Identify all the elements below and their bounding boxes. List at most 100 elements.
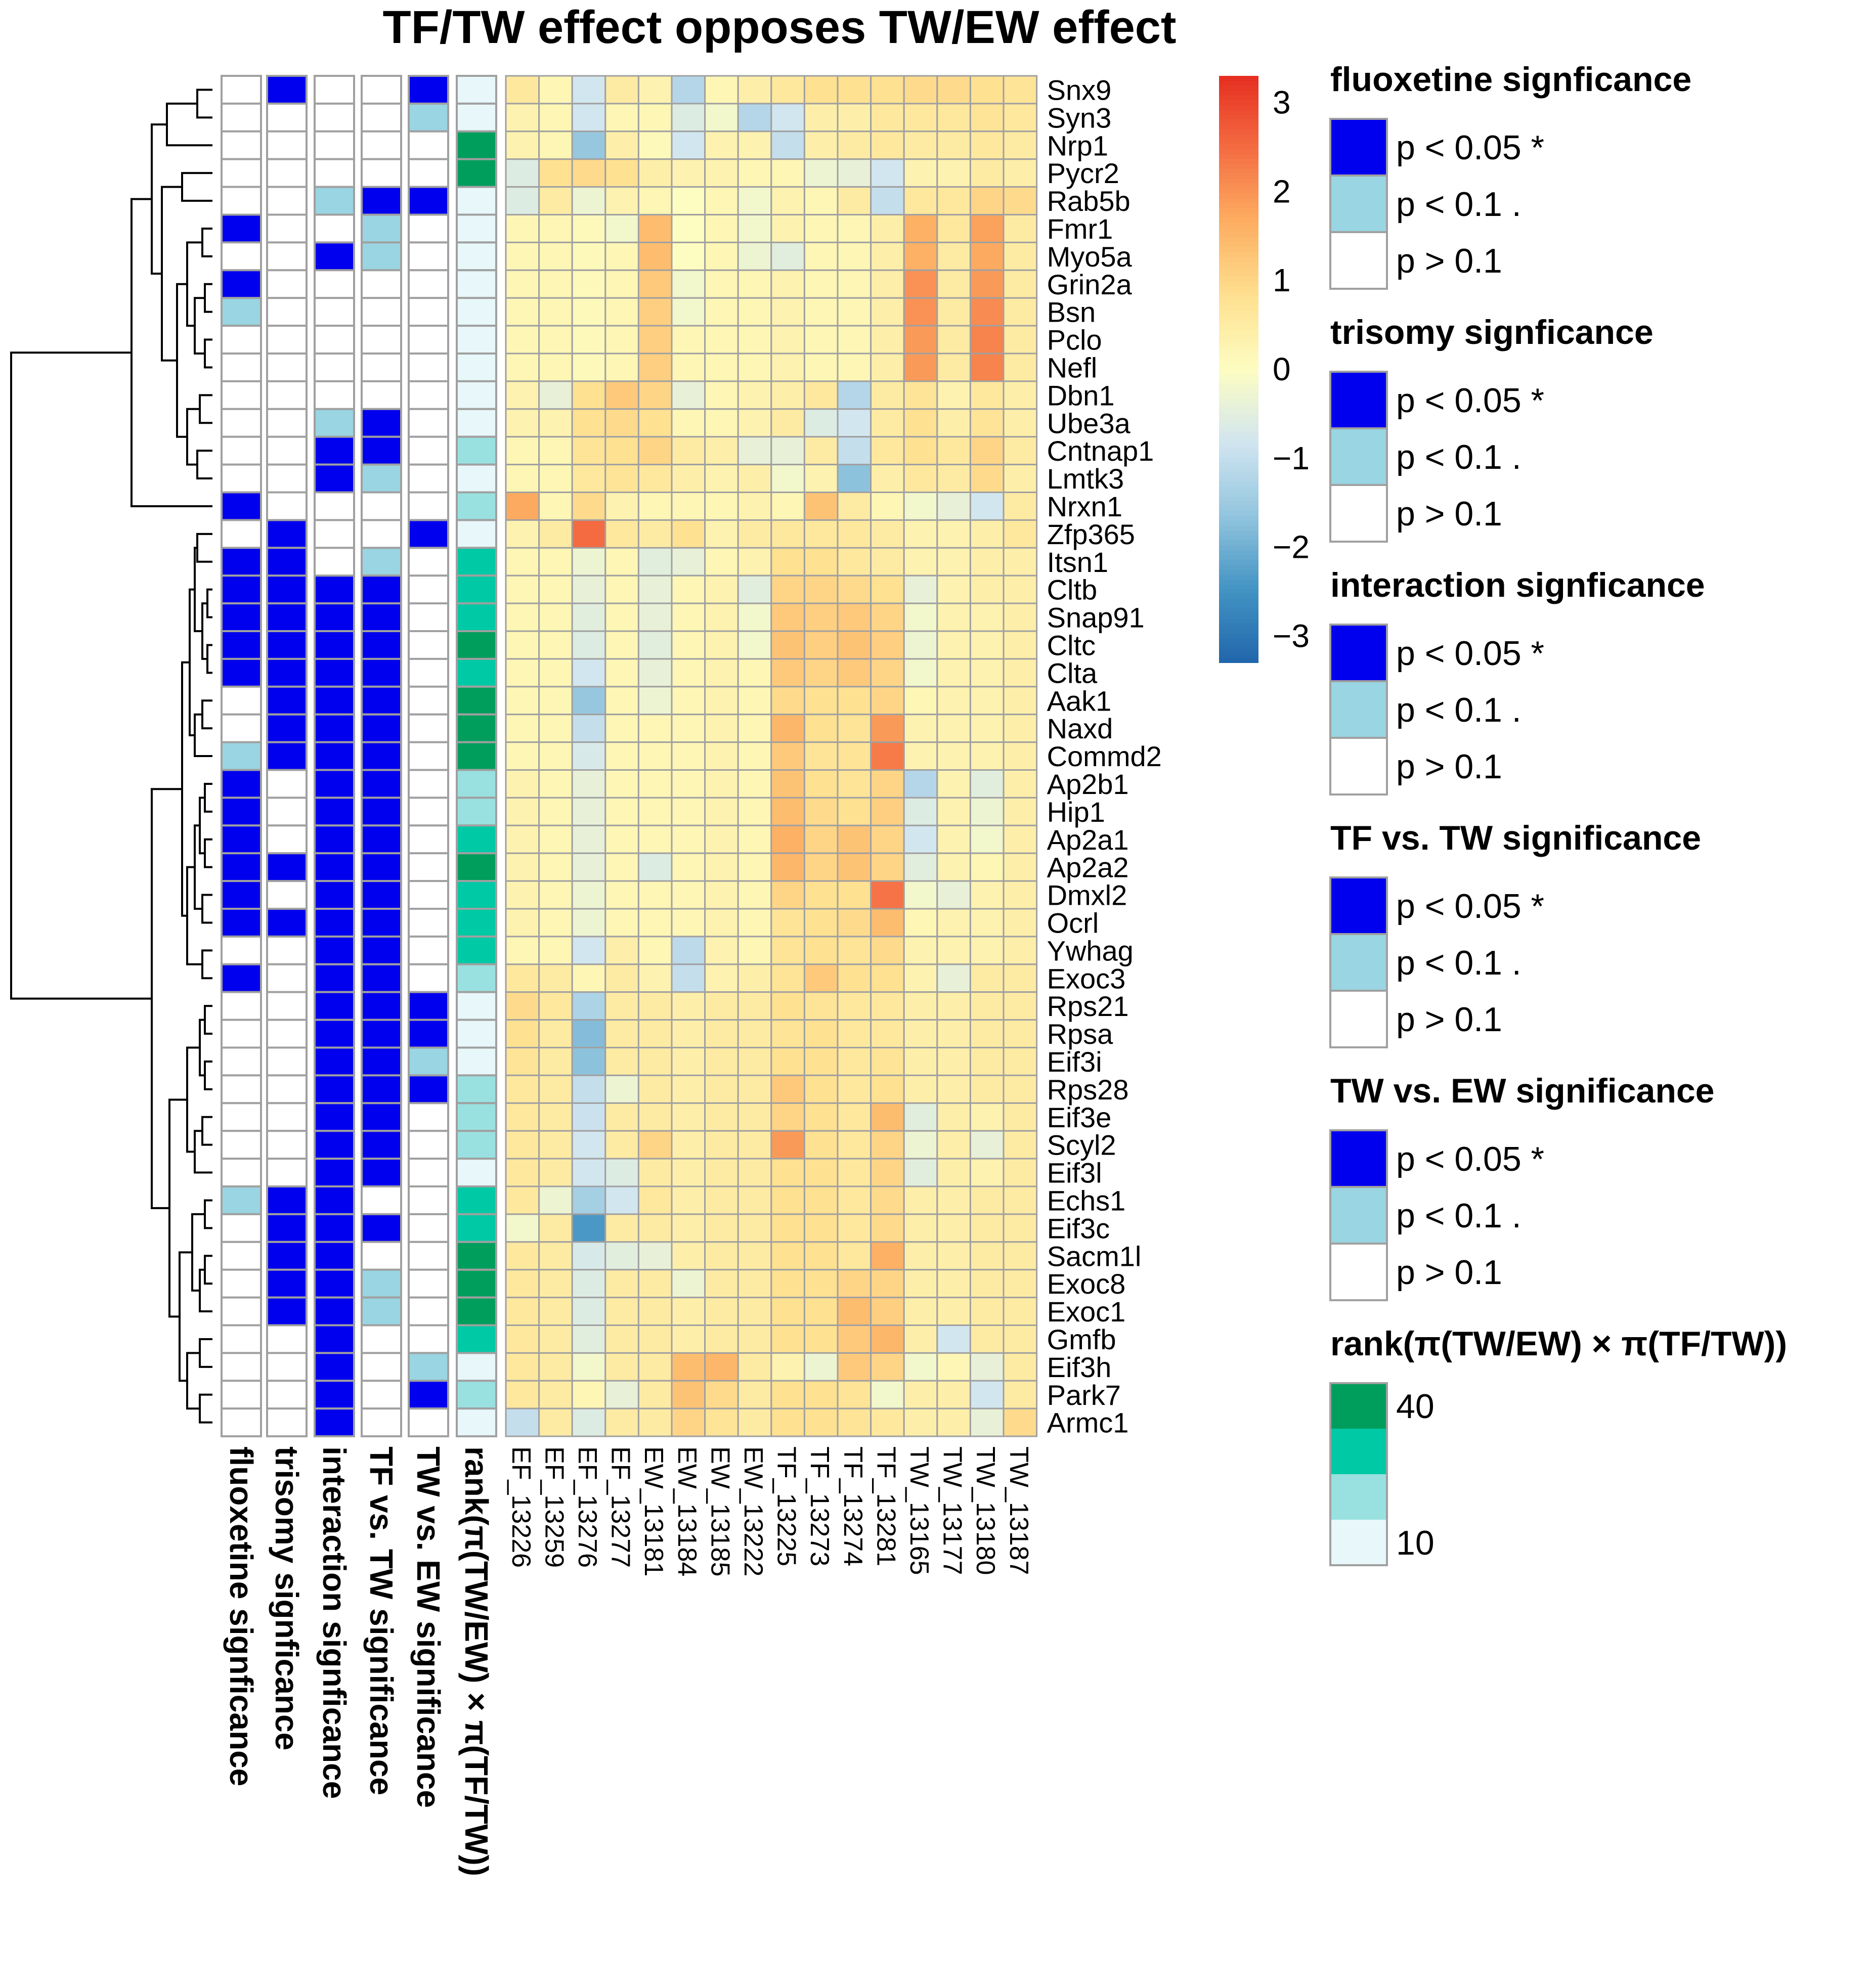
colorbar-segment: [1219, 516, 1258, 521]
annotation-cell: [361, 408, 402, 438]
heatmap-cell: [538, 936, 573, 965]
annotation-cell: [221, 75, 262, 105]
heatmap-cell: [870, 769, 905, 799]
heatmap-cell: [505, 408, 540, 438]
annotation-cell: [361, 1130, 402, 1160]
heatmap-cell: [571, 325, 606, 355]
heatmap-cell: [637, 408, 673, 438]
colorbar-segment: [1219, 594, 1258, 600]
heatmap-cell: [1003, 769, 1038, 799]
heatmap-cell: [870, 214, 905, 243]
heatmap-cell: [969, 1158, 1005, 1187]
heatmap-cell: [637, 991, 673, 1021]
colorbar-segment: [1219, 276, 1258, 282]
legend-item-label: p < 0.05 *: [1396, 381, 1544, 420]
legend-swatch: [1329, 680, 1388, 739]
heatmap-cell: [870, 436, 905, 466]
heatmap-cell: [936, 741, 971, 771]
dendrogram-branch: [186, 1352, 200, 1410]
heatmap-cell: [770, 797, 805, 826]
heatmap-cell: [671, 325, 706, 355]
heatmap-cell: [803, 602, 839, 632]
heatmap-cell: [505, 1074, 540, 1104]
heatmap-cell: [604, 852, 639, 882]
heatmap-cell: [936, 519, 971, 549]
annotation-cell: [361, 213, 402, 244]
heatmap-cell: [969, 380, 1005, 410]
heatmap-cell: [671, 519, 706, 549]
heatmap-cell: [969, 1185, 1005, 1215]
heatmap-cell: [604, 991, 639, 1021]
annotation-cell: [361, 602, 402, 632]
annotation-cell: [408, 297, 449, 327]
heatmap-cell: [969, 658, 1005, 688]
heatmap-cell: [671, 908, 706, 938]
rank-cell: [456, 630, 497, 660]
annotation-cell: [361, 880, 402, 910]
column-label: EF_13277: [606, 1446, 635, 1568]
heatmap-cell: [704, 547, 739, 577]
heatmap-cell: [505, 1213, 540, 1243]
heatmap-cell: [538, 824, 573, 854]
rank-cell: [456, 575, 497, 605]
legend-title: TF vs. TW significance: [1330, 819, 1701, 857]
heatmap-cell: [737, 1102, 772, 1132]
heatmap-cell: [737, 492, 772, 521]
heatmap-cell: [671, 602, 706, 632]
colorbar-segment: [1219, 359, 1258, 365]
row-label: Snap91: [1047, 602, 1145, 634]
heatmap-cell: [571, 1019, 606, 1048]
heatmap-cell: [571, 436, 606, 466]
legend-title: TW vs. EW significance: [1330, 1072, 1715, 1110]
heatmap-cell: [538, 1047, 573, 1076]
annotation-cell: [314, 602, 355, 632]
row-label: Ap2a2: [1047, 852, 1129, 883]
annotation-cell: [408, 1074, 449, 1105]
annotation-cell: [266, 241, 308, 272]
row-labels: Snx9Syn3Nrp1Pycr2Rab5bFmr1Myo5aGrin2aBsn…: [1047, 74, 1162, 1438]
heatmap-cell: [870, 158, 905, 188]
dendrogram-branch: [194, 824, 202, 910]
heatmap-cell: [1003, 714, 1038, 743]
heatmap-cell: [637, 936, 673, 965]
heatmap-cell: [870, 380, 905, 410]
heatmap-cell: [604, 1380, 639, 1409]
annotation-cell: [266, 630, 308, 660]
heatmap-cell: [1003, 1352, 1038, 1382]
heatmap-cell: [704, 1158, 739, 1187]
colorbar-segment: [1219, 291, 1258, 296]
heatmap-cell: [637, 380, 673, 410]
annotation-cell: [314, 657, 355, 688]
heatmap-cell: [704, 658, 739, 688]
heatmap-cell: [704, 1102, 739, 1132]
heatmap-cell: [737, 1213, 772, 1243]
annotation-cell: [361, 713, 402, 743]
heatmap-cell: [1003, 1407, 1038, 1437]
heatmap-cell: [803, 352, 839, 382]
heatmap-cell: [870, 714, 905, 743]
heatmap-cell: [936, 963, 971, 993]
annotation-cell: [408, 713, 449, 743]
colorbar-segment: [1219, 76, 1258, 81]
heatmap-cell: [770, 464, 805, 493]
heatmap-cell: [969, 602, 1005, 632]
heatmap-cell: [903, 1074, 938, 1104]
column-label: TW_13177: [938, 1446, 967, 1575]
heatmap-cell: [969, 797, 1005, 826]
heatmap-cell: [770, 269, 805, 299]
heatmap-cell: [903, 769, 938, 799]
heatmap-cell: [538, 1324, 573, 1354]
heatmap-cell: [571, 352, 606, 382]
heatmap-cell: [737, 103, 772, 132]
annotation-cell: [221, 213, 262, 244]
heatmap-cell: [505, 1407, 540, 1437]
heatmap-cell: [704, 130, 739, 160]
heatmap-cell: [637, 575, 673, 604]
heatmap-cell: [671, 658, 706, 688]
annotation-cell: [266, 963, 308, 993]
heatmap-cell: [604, 1407, 639, 1437]
annotation-cell: [314, 408, 355, 438]
heatmap-cell: [936, 1185, 971, 1215]
annotation-cell: [266, 1158, 308, 1188]
heatmap-cell: [770, 741, 805, 771]
